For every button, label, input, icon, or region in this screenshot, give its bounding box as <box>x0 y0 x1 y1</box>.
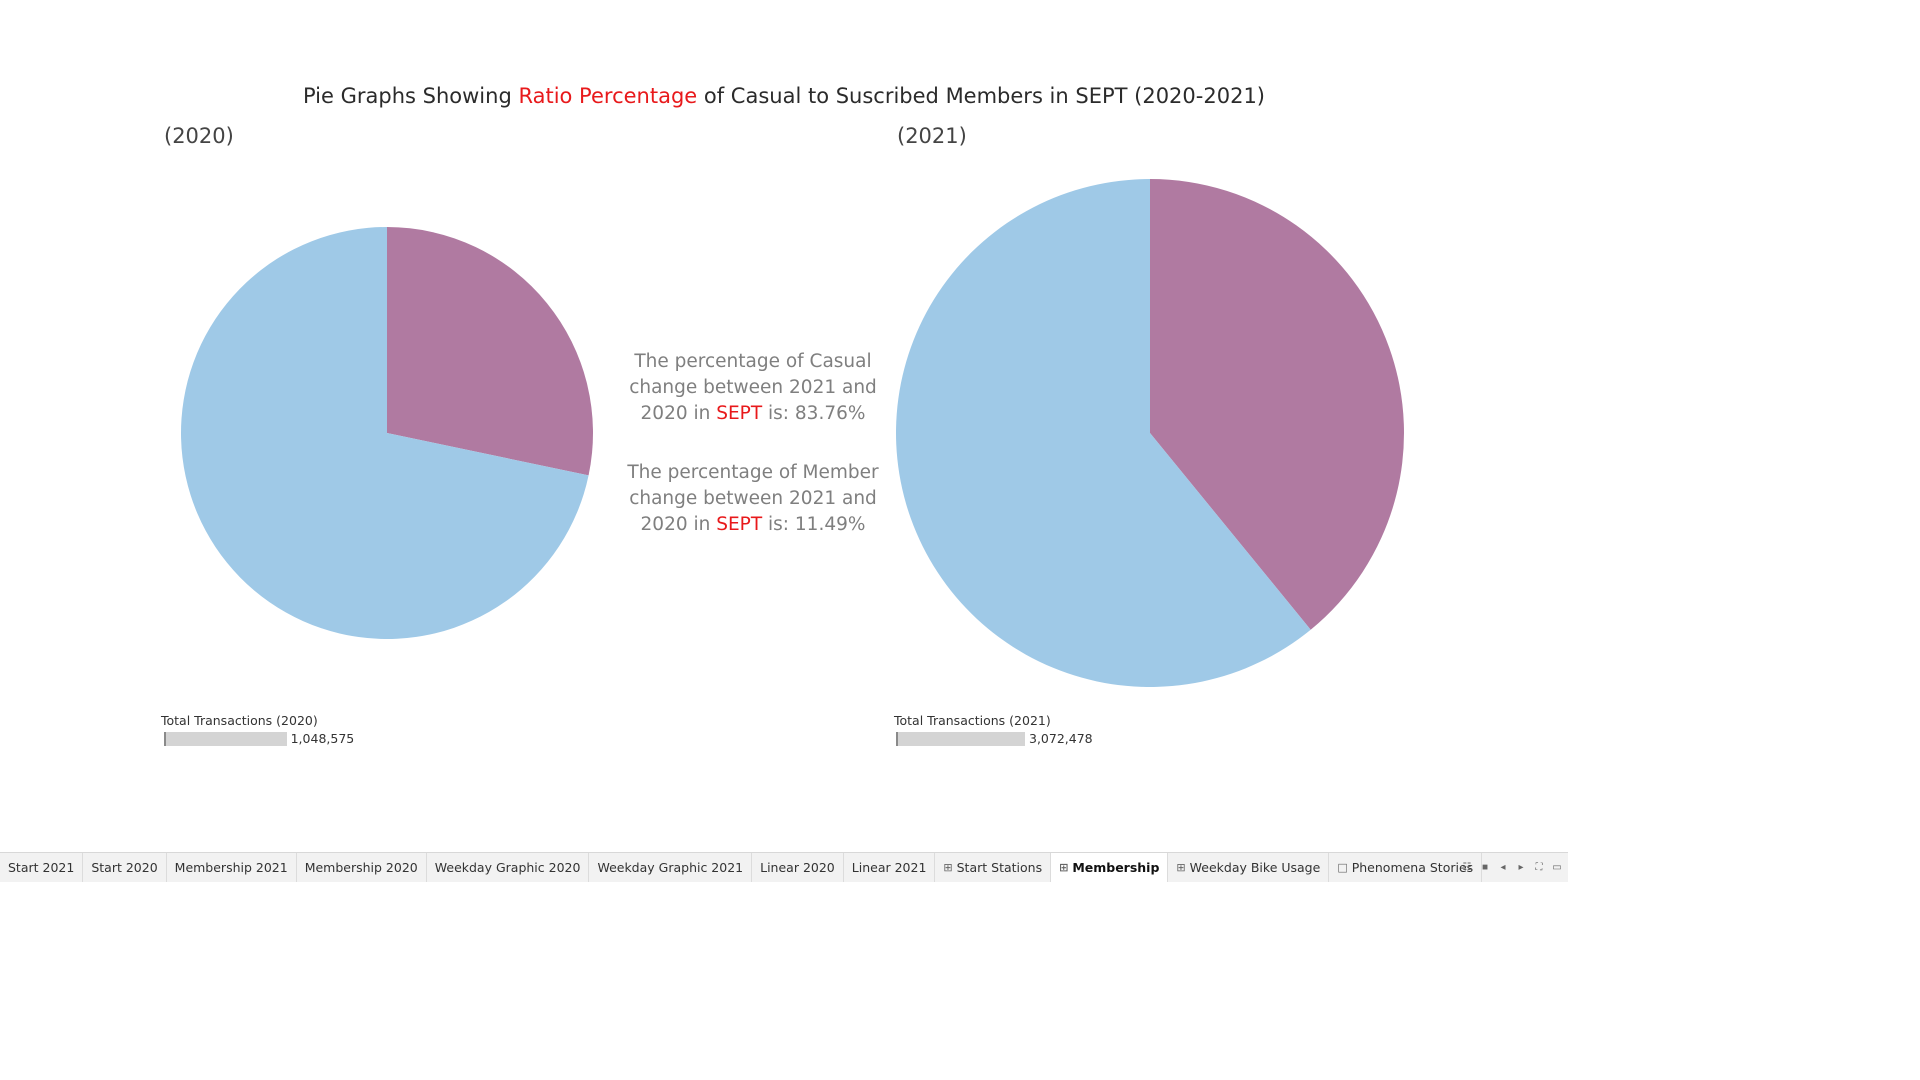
dashboard-icon: ⊞ <box>943 861 953 874</box>
tab-linear-2020[interactable]: Linear 2020 <box>752 853 844 882</box>
next-icon[interactable]: ▸ <box>1518 861 1524 873</box>
tab-weekday-graphic-2021[interactable]: Weekday Graphic 2021 <box>589 853 753 882</box>
dashboard-title: Pie Graphs Showing Ratio Percentage of C… <box>0 84 1568 108</box>
casual-change-line1: The percentage of Casual <box>634 351 872 372</box>
tab-membership-2021[interactable]: Membership 2021 <box>167 853 297 882</box>
tab-phenomena-stories[interactable]: □ Phenomena Stories <box>1329 853 1483 882</box>
tab-label: Membership 2020 <box>304 860 418 875</box>
navigation-controls: ☷ ■ ◂ ▸ ⛶ ▭ <box>1462 861 1562 873</box>
year-label-2021: (2021) <box>897 124 967 148</box>
tab-label: Start 2020 <box>91 860 158 875</box>
pie-slice-2021-member[interactable] <box>896 179 1311 687</box>
previous-icon[interactable]: ◂ <box>1500 861 1506 873</box>
tab-label: Membership 2021 <box>174 860 288 875</box>
year-label-2020: (2020) <box>164 124 234 148</box>
total-bar-2020[interactable] <box>164 731 287 746</box>
title-text-accent: Ratio Percentage <box>518 84 698 108</box>
tab-membership[interactable]: ⊞ Membership <box>1051 853 1169 882</box>
filmstrip-icon[interactable]: ■ <box>1481 861 1489 873</box>
tab-label: Linear 2020 <box>760 860 835 875</box>
title-text-after: of Casual to Suscribed Members in SEPT (… <box>697 84 1265 108</box>
tab-weekday-bike-usage[interactable]: ⊞ Weekday Bike Usage <box>1168 853 1330 882</box>
tab-start-2021[interactable]: Start 2021 <box>0 853 84 882</box>
tab-label: Weekday Graphic 2020 <box>434 860 581 875</box>
tab-linear-2021[interactable]: Linear 2021 <box>844 853 936 882</box>
tab-weekday-graphic-2020[interactable]: Weekday Graphic 2020 <box>427 853 590 882</box>
total-transactions-2021: Total Transactions (2021) 3,072,478 <box>894 713 1093 746</box>
tab-label: Membership <box>1072 860 1160 875</box>
member-change-line2: change between 2021 and <box>629 488 877 509</box>
tab-start-2020[interactable]: Start 2020 <box>83 853 167 882</box>
pie-chart-2021[interactable] <box>896 179 1404 687</box>
tab-label: Phenomena Stories <box>1351 860 1474 875</box>
total-value-2020: 1,048,575 <box>290 731 355 746</box>
casual-change-line3: 2020 in SEPT is: 83.76% <box>640 403 866 424</box>
tab-label: Weekday Graphic 2021 <box>597 860 744 875</box>
sheet-tab-bar: Start 2021 Start 2020 Membership 2021 Membe… <box>0 852 1568 882</box>
pie-slice-2020-casual[interactable] <box>387 227 593 476</box>
month-highlight: SEPT <box>716 514 763 535</box>
tab-label: Start 2021 <box>8 860 75 875</box>
dashboard-icon: ⊞ <box>1176 861 1186 874</box>
casual-change-text: The percentage of Casual change between … <box>618 349 888 427</box>
member-change-line3: 2020 in SEPT is: 11.49% <box>640 514 866 535</box>
tab-membership-2020[interactable]: Membership 2020 <box>297 853 427 882</box>
total-label-2021: Total Transactions (2021) <box>894 713 1051 728</box>
total-bar-2021[interactable] <box>896 731 1025 746</box>
tab-start-stations[interactable]: ⊞ Start Stations <box>935 853 1052 882</box>
total-value-2021: 3,072,478 <box>1029 731 1093 746</box>
month-highlight: SEPT <box>716 403 763 424</box>
sheet-sorter-icon[interactable]: ☷ <box>1462 861 1472 873</box>
story-icon: □ <box>1337 861 1348 874</box>
total-label-2020: Total Transactions (2020) <box>161 713 318 728</box>
pie-slice-2020-member[interactable] <box>181 227 589 639</box>
tab-label: Weekday Bike Usage <box>1189 860 1321 875</box>
tab-label: Start Stations <box>956 860 1043 875</box>
presentation-icon[interactable]: ▭ <box>1552 861 1562 873</box>
fullscreen-icon[interactable]: ⛶ <box>1535 861 1543 873</box>
pie-chart-2020[interactable] <box>181 227 593 639</box>
total-transactions-2020: Total Transactions (2020) 1,048,575 <box>161 713 354 746</box>
casual-change-line2: change between 2021 and <box>629 377 877 398</box>
member-change-line1: The percentage of Member <box>627 462 879 483</box>
tab-label: Linear 2021 <box>851 860 927 875</box>
member-change-text: The percentage of Member change between … <box>618 460 888 538</box>
pie-slice-2021-casual[interactable] <box>1150 179 1404 630</box>
title-text-before: Pie Graphs Showing <box>302 84 519 108</box>
dashboard-icon: ⊞ <box>1059 861 1069 874</box>
